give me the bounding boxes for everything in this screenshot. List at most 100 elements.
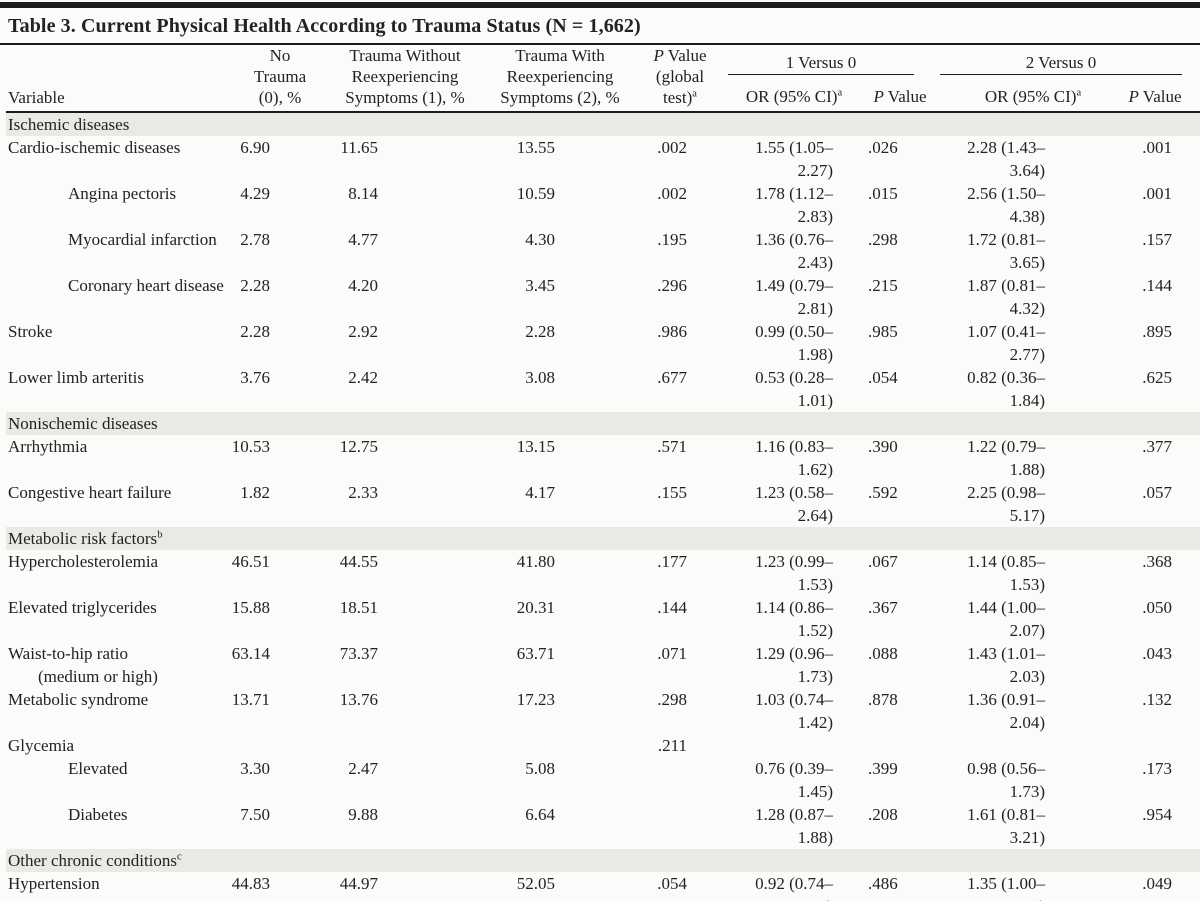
value-cell: 44.97: [339, 874, 378, 893]
value-cell: .067: [868, 552, 898, 571]
value-cell: 2.25 (0.98–5.17): [967, 483, 1045, 525]
variable-cell: Stroke: [8, 322, 53, 341]
variable-cell: Angina pectoris: [68, 184, 177, 203]
value-cell: 7.50: [240, 805, 270, 824]
value-cell: 4.17: [525, 483, 555, 502]
value-cell: .895: [1142, 322, 1172, 341]
value-cell: .195: [657, 230, 687, 249]
table-row: Congestive heart failure 1.82 2.33 4.17 .155…: [6, 481, 1200, 527]
value-cell: 4.77: [348, 230, 378, 249]
value-cell: .571: [657, 437, 687, 456]
value-cell: 1.23 (0.99–1.53): [755, 552, 833, 594]
variable-cell: Congestive heart failure: [8, 483, 172, 502]
value-cell: .377: [1142, 437, 1172, 456]
value-cell: 44.83: [231, 874, 270, 893]
value-cell: .054: [657, 874, 687, 893]
value-cell: 46.51: [231, 552, 270, 571]
header-p2: P Value: [1110, 75, 1200, 112]
p-global-value: Value: [663, 46, 707, 65]
value-cell: 4.30: [525, 230, 555, 249]
value-cell: .177: [657, 552, 687, 571]
value-cell: 2.28: [240, 322, 270, 341]
value-cell: 1.87 (0.81–4.32): [967, 276, 1045, 318]
value-cell: .144: [657, 598, 687, 617]
value-cell: 10.53: [231, 437, 270, 456]
value-cell: 1.61 (0.81–3.21): [967, 805, 1045, 847]
value-cell: .390: [868, 437, 898, 456]
value-cell: [480, 734, 640, 757]
value-cell: 5.08: [525, 759, 555, 778]
value-cell: .043: [1142, 644, 1172, 663]
variable-cell: Hypercholesterolemia: [8, 552, 159, 571]
value-cell: .049: [1142, 874, 1172, 893]
table-row: Metabolic syndrome 13.71 13.76 17.23 .298 1.0…: [6, 688, 1200, 734]
value-cell: [932, 734, 1110, 757]
value-cell: .986: [657, 322, 687, 341]
value-cell: 2.42: [348, 368, 378, 387]
value-cell: 11.65: [340, 138, 378, 157]
p2-italic: P: [1128, 87, 1139, 106]
section-label: Nonischemic diseases: [6, 412, 1200, 435]
table-row: Hypertension 44.83 44.97 52.05 .054 0.92 (0.7…: [6, 872, 1200, 901]
value-cell: .057: [1142, 483, 1172, 502]
variable-cell: Elevated triglycerides: [8, 598, 157, 617]
value-cell: .298: [868, 230, 898, 249]
value-cell: 1.14 (0.86–1.52): [755, 598, 833, 640]
table-row: Hypercholesterolemia 46.51 44.55 41.80 .177 1…: [6, 550, 1200, 596]
or2-label: OR (95% CI): [984, 87, 1077, 106]
value-cell: 1.44 (1.00–2.07): [967, 598, 1045, 640]
value-cell: 1.72 (0.81–3.65): [967, 230, 1045, 272]
table-row: Stroke 2.28 2.92 2.28 .986 0.99 (0.50–1.98) .9…: [6, 320, 1200, 366]
value-cell: .878: [868, 690, 898, 709]
value-cell: .050: [1142, 598, 1172, 617]
variable-cell: Lower limb arteritis: [8, 368, 144, 387]
value-cell: 0.92 (0.74–1.16): [755, 874, 833, 901]
variable-cell: Hypertension: [8, 874, 100, 893]
variable-cell: Myocardial infarction: [68, 230, 217, 249]
value-cell: 1.35 (1.00–1.81): [967, 874, 1045, 901]
value-cell: [230, 734, 330, 757]
value-cell: .215: [868, 276, 898, 295]
value-cell: 4.29: [240, 184, 270, 203]
value-cell: 1.43 (1.01–2.03): [967, 644, 1045, 686]
variable-cell: Arrhythmia: [8, 437, 88, 456]
p-global-line2: (global: [655, 67, 705, 86]
table-title: Table 3. Current Physical Health Accordi…: [8, 15, 641, 37]
table-body: Ischemic diseases Cardio-ischemic disease…: [6, 111, 1200, 901]
value-cell: [1110, 734, 1200, 757]
variable-cell: Cardio-ischemic diseases: [8, 138, 181, 157]
value-cell: 20.31: [516, 598, 555, 617]
value-cell: .054: [868, 368, 898, 387]
value-cell: 9.88: [348, 805, 378, 824]
table-row: Glycemia .211: [6, 734, 1200, 757]
value-cell: 44.55: [339, 552, 378, 571]
value-cell: 73.37: [339, 644, 378, 663]
table-row: Diabetes 7.50 9.88 6.64 1.28 (0.87–1.88) .208…: [6, 803, 1200, 849]
value-cell: 1.36 (0.91–2.04): [967, 690, 1045, 732]
value-cell: 13.55: [516, 138, 555, 157]
value-cell: 1.22 (0.79–1.88): [967, 437, 1045, 479]
value-cell: 13.71: [231, 690, 270, 709]
value-cell: .211: [657, 736, 687, 755]
table-header: Variable No Trauma (0), % Trauma Without…: [6, 45, 1200, 112]
value-cell: .088: [868, 644, 898, 663]
table-row: Lower limb arteritis 3.76 2.42 3.08 .677 0.53…: [6, 366, 1200, 412]
header-group-1v0: 1 Versus 0: [720, 45, 932, 76]
value-cell: .144: [1142, 276, 1172, 295]
section-row: Nonischemic diseases: [6, 412, 1200, 435]
value-cell: [640, 803, 720, 849]
value-cell: 1.49 (0.79–2.81): [755, 276, 833, 318]
value-cell: 0.98 (0.56–1.73): [967, 759, 1045, 801]
title-rule: [0, 43, 1200, 45]
value-cell: 2.33: [348, 483, 378, 502]
p-global-line3: test): [663, 88, 693, 107]
header-trauma-without: Trauma Without Reexperiencing Symptoms (…: [345, 46, 465, 107]
value-cell: 3.76: [240, 368, 270, 387]
table-row: Coronary heart disease 2.28 4.20 3.45 .296 1.…: [6, 274, 1200, 320]
header-or1: OR (95% CI)a: [720, 75, 868, 112]
value-cell: 52.05: [516, 874, 555, 893]
value-cell: 17.23: [516, 690, 555, 709]
value-cell: [720, 734, 868, 757]
value-cell: 63.71: [516, 644, 555, 663]
